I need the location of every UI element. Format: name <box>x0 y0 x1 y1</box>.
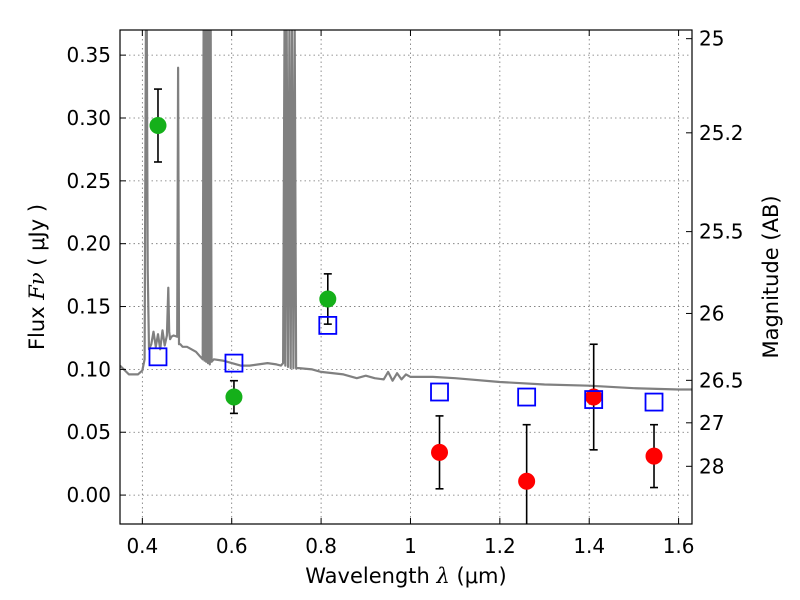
magnitude-tick-label: 27 <box>699 411 724 435</box>
y-tick-label: 0.20 <box>66 232 111 256</box>
y-tick-label: 0.15 <box>66 295 111 319</box>
x-axis-title: Wavelength λ (μm) <box>305 564 506 588</box>
magnitude-tick-label: 25.2 <box>699 121 744 145</box>
x-tick-label: 0.8 <box>305 534 337 558</box>
model-photometry-square <box>584 390 604 409</box>
data-point <box>431 443 449 461</box>
model-photometry-square <box>318 315 338 335</box>
magnitude-tick-label: 26 <box>699 301 724 325</box>
model-photometry-square <box>430 382 449 402</box>
tick-labels: 0.4 0.6 0.8 1 1.2 1.4 1.6 0.00 0.05 0.10 0.15 0.20 0… <box>66 27 743 558</box>
model-photometry-square <box>517 387 537 407</box>
magnitude-tick-label: 25.5 <box>699 220 744 244</box>
x-tick-label: 0.6 <box>216 534 248 558</box>
y-tick-label: 0.00 <box>66 483 111 507</box>
y-axis-title: Flux Fν ( μJy ) <box>25 204 49 350</box>
data-point <box>149 117 167 135</box>
x-tick-label: 1.4 <box>573 534 605 558</box>
data-layer <box>120 30 692 524</box>
data-point <box>225 388 243 406</box>
grid-lines <box>120 30 692 524</box>
data-point <box>645 447 663 465</box>
plot-frame <box>119 29 693 525</box>
model-photometry-square <box>148 347 168 367</box>
data-point <box>518 472 536 490</box>
model-photometry-square <box>224 353 244 373</box>
plot-background <box>120 30 692 524</box>
model-spectrum-line <box>120 30 692 391</box>
y-tick-label: 0.25 <box>66 169 111 193</box>
y-tick-label: 0.35 <box>66 43 111 67</box>
magnitude-tick-label: 28 <box>699 454 724 478</box>
magnitude-tick-label: 25 <box>699 27 724 51</box>
x-tick-label: 1.2 <box>484 534 516 558</box>
axis-ticks <box>120 30 692 524</box>
y-tick-label: 0.10 <box>66 357 111 381</box>
x-tick-label: 1.6 <box>663 534 695 558</box>
magnitude-tick-label: 26.5 <box>699 368 744 392</box>
model-photometry-square <box>644 392 664 412</box>
y-tick-label: 0.05 <box>66 420 111 444</box>
y2-axis-title: Magnitude (AB) <box>759 195 783 358</box>
x-tick-label: 1 <box>404 534 417 558</box>
data-point <box>319 290 337 308</box>
y-tick-label: 0.30 <box>66 106 111 130</box>
x-tick-label: 0.4 <box>126 534 158 558</box>
